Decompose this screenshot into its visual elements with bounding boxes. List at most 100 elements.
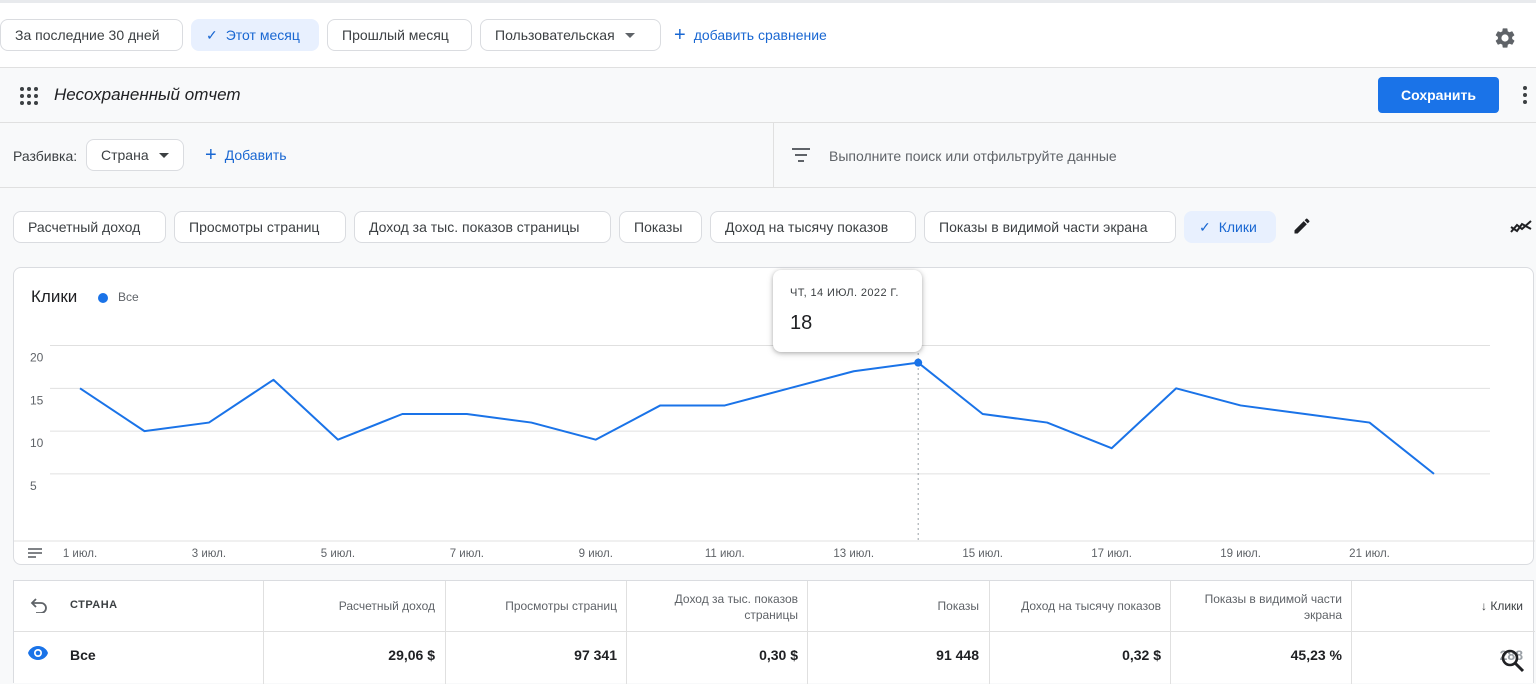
tooltip-value: 18 xyxy=(790,312,813,334)
column-header-clicks-label: Клики xyxy=(1490,599,1523,613)
x-tick-label: 5 июл. xyxy=(321,548,355,560)
custom-range-dropdown[interactable]: Пользовательская xyxy=(480,19,661,51)
series-line xyxy=(79,361,1435,475)
metric-selector: Расчетный доход Просмотры страниц Доход … xyxy=(0,188,1536,268)
column-header-clicks[interactable]: ↓ Клики xyxy=(1481,599,1523,613)
metric-chip-page-rpm[interactable]: Доход за тыс. показов страницы xyxy=(354,211,611,243)
metric-chip-label: Показы xyxy=(634,219,683,235)
breakdown-label: Разбивка: xyxy=(13,148,78,164)
metric-chip-label: Показы в видимой части экрана xyxy=(939,219,1148,235)
y-tick-label: 20 xyxy=(30,351,44,365)
table-cell-viewable: 45,23 % xyxy=(1290,647,1342,663)
x-tick-label: 9 июл. xyxy=(579,548,613,560)
x-tick-label: 1 июл. xyxy=(63,548,97,560)
column-divider xyxy=(1170,581,1171,684)
column-header-page-rpm[interactable]: Доход за тыс. показов страницы xyxy=(674,592,798,622)
custom-range-label: Пользовательская xyxy=(495,27,615,43)
y-tick-label: 10 xyxy=(30,436,44,450)
metric-chip-label: Доход за тыс. показов страницы xyxy=(369,219,580,235)
plus-icon: + xyxy=(205,144,217,166)
last-30-days-label: За последние 30 дней xyxy=(15,27,160,43)
edit-pencil-icon[interactable] xyxy=(1292,216,1312,236)
last-30-days-chip[interactable]: За последние 30 дней xyxy=(0,19,183,51)
legend-marker xyxy=(98,293,108,303)
divider xyxy=(773,123,774,188)
breakdown-dropdown[interactable]: Страна xyxy=(86,139,184,171)
add-breakdown-label: Добавить xyxy=(224,147,287,163)
legend-label: Все xyxy=(118,290,139,304)
column-divider xyxy=(445,581,446,684)
x-tick-label: 15 июл. xyxy=(962,548,1003,560)
x-tick-label: 7 июл. xyxy=(450,548,484,560)
search-icon[interactable] xyxy=(1500,648,1526,674)
metric-chip-label: Клики xyxy=(1218,219,1257,235)
row-divider xyxy=(14,631,1535,632)
chart-tooltip: ЧТ, 14 ИЮЛ. 2022 Г. 18 xyxy=(773,270,922,352)
column-divider xyxy=(626,581,627,684)
add-comparison-label: добавить сравнение xyxy=(693,27,827,43)
undo-arrow-icon[interactable] xyxy=(30,597,48,613)
visibility-eye-icon[interactable] xyxy=(27,645,49,661)
breakdown-filter-bar: Разбивка: Страна + Добавить Выполните по… xyxy=(0,123,1536,188)
x-tick-label: 3 июл. xyxy=(192,548,226,560)
column-header-viewable[interactable]: Показы в видимой части экрана xyxy=(1204,592,1342,622)
apps-grid-icon[interactable] xyxy=(20,87,38,105)
highlight-point xyxy=(914,358,923,367)
gear-icon[interactable] xyxy=(1493,26,1517,50)
compare-trend-icon[interactable] xyxy=(1510,218,1532,236)
y-tick-label: 5 xyxy=(30,479,37,493)
last-month-chip[interactable]: Прошлый месяц xyxy=(327,19,472,51)
column-divider xyxy=(989,581,990,684)
metric-chip-clicks[interactable]: ✓ Клики xyxy=(1184,211,1276,243)
column-divider xyxy=(1351,581,1352,684)
x-tick-label: 17 июл. xyxy=(1091,548,1132,560)
data-table: СТРАНА Расчетный доход Просмотры страниц… xyxy=(13,580,1535,684)
report-header: Несохраненный отчет Сохранить xyxy=(0,68,1536,123)
column-divider xyxy=(807,581,808,684)
check-icon: ✓ xyxy=(206,26,218,43)
metric-chip-label: Доход на тысячу показов xyxy=(725,219,889,235)
column-header-revenue[interactable]: Расчетный доход xyxy=(338,599,435,613)
table-cell-country: Все xyxy=(70,647,96,663)
column-header-rpm[interactable]: Доход на тысячу показов xyxy=(1021,599,1161,613)
x-tick-label: 11 июл. xyxy=(705,548,745,560)
plus-icon: + xyxy=(674,24,686,46)
save-button[interactable]: Сохранить xyxy=(1378,77,1499,113)
metric-chip-label: Просмотры страниц xyxy=(189,219,320,235)
y-tick-label: 15 xyxy=(30,393,44,407)
metric-chip-viewable[interactable]: Показы в видимой части экрана xyxy=(924,211,1176,243)
line-chart[interactable]: 20 15 10 5 1 июл. 3 июл. 5 июл. 7 июл. 9 июл. 11 … xyxy=(14,268,1535,566)
chart-title: Клики xyxy=(31,287,78,306)
column-header-impressions[interactable]: Показы xyxy=(937,599,979,613)
add-breakdown-button[interactable]: + Добавить xyxy=(205,145,287,165)
check-icon: ✓ xyxy=(1199,218,1211,235)
column-header-country[interactable]: СТРАНА xyxy=(70,599,118,611)
table-cell-page-rpm: 0,30 $ xyxy=(759,647,798,663)
metric-chip-rpm[interactable]: Доход на тысячу показов xyxy=(710,211,916,243)
column-header-pageviews[interactable]: Просмотры страниц xyxy=(505,599,617,613)
table-cell-rpm: 0,32 $ xyxy=(1122,647,1161,663)
caret-down-icon xyxy=(158,152,169,158)
filter-list-icon[interactable] xyxy=(792,148,810,162)
caret-down-icon xyxy=(624,32,635,38)
last-month-label: Прошлый месяц xyxy=(342,27,449,43)
table-cell-impressions: 91 448 xyxy=(936,647,979,663)
more-vert-icon[interactable] xyxy=(1522,86,1528,104)
x-tick-label: 19 июл. xyxy=(1220,548,1261,560)
this-month-chip[interactable]: ✓ Этот месяц xyxy=(191,19,319,51)
date-range-bar: За последние 30 дней ✓ Этот месяц Прошлы… xyxy=(0,0,1536,68)
table-cell-revenue: 29,06 $ xyxy=(388,647,435,663)
metric-chip-pageviews[interactable]: Просмотры страниц xyxy=(174,211,346,243)
x-tick-label: 21 июл. xyxy=(1349,548,1390,560)
add-comparison-button[interactable]: + добавить сравнение xyxy=(674,25,827,45)
metric-chip-revenue[interactable]: Расчетный доход xyxy=(13,211,166,243)
search-filter-input[interactable]: Выполните поиск или отфильтруйте данные xyxy=(829,148,1117,164)
table-cell-pageviews: 97 341 xyxy=(574,647,617,663)
this-month-label: Этот месяц xyxy=(225,27,300,43)
x-tick-label: 13 июл. xyxy=(833,548,874,560)
report-title: Несохраненный отчет xyxy=(54,85,241,104)
metric-chip-impressions[interactable]: Показы xyxy=(619,211,702,243)
sort-down-icon: ↓ xyxy=(1481,599,1487,613)
metric-chip-label: Расчетный доход xyxy=(28,219,141,235)
breakdown-value: Страна xyxy=(101,147,149,163)
